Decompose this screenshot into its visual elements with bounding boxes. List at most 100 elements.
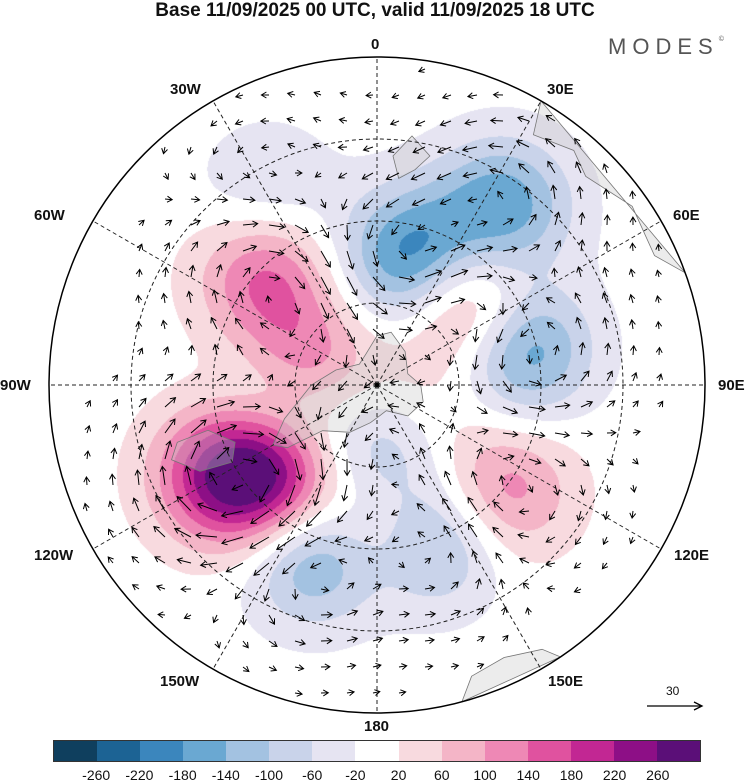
wind-arrow xyxy=(162,266,169,278)
wind-arrow xyxy=(450,297,466,304)
wind-arrow xyxy=(549,510,556,521)
wind-arrow xyxy=(603,240,611,252)
wind-arrow xyxy=(342,354,350,369)
wind-arrow xyxy=(364,118,374,125)
wind-arrow xyxy=(657,400,664,408)
wind-arrow xyxy=(84,424,92,434)
wind-arrow xyxy=(410,172,426,181)
wind-arrow xyxy=(84,399,92,408)
wind-arrow xyxy=(234,588,244,600)
wind-arrow xyxy=(157,611,166,619)
wind-arrow xyxy=(446,354,454,367)
wind-arrow xyxy=(419,422,426,434)
coastlines xyxy=(171,100,686,703)
wind-arrow xyxy=(632,429,641,436)
wind-arrow xyxy=(138,397,147,408)
wind-arrow xyxy=(338,406,348,419)
wind-arrow xyxy=(602,163,609,174)
wind-arrow xyxy=(554,374,568,382)
colorbar-tick-label: 140 xyxy=(516,767,540,783)
wind-arrow xyxy=(136,243,144,252)
wind-arrow xyxy=(155,494,166,512)
wind-arrow xyxy=(268,432,287,444)
colorbar-tick-label: 260 xyxy=(646,767,670,783)
wind-arrow xyxy=(240,614,247,626)
wind-arrow xyxy=(164,219,173,226)
colorbar-tick-label: -260 xyxy=(82,767,111,783)
landmass xyxy=(461,648,562,703)
wind-arrow xyxy=(176,557,192,565)
wind-arrow xyxy=(387,402,400,410)
wind-arrow xyxy=(260,91,269,99)
wind-arrow xyxy=(268,249,285,257)
wind-arrow xyxy=(162,346,170,356)
wind-arrow xyxy=(606,400,616,408)
wind-arrow xyxy=(601,562,609,570)
wind-arrow xyxy=(216,172,223,180)
wind-arrow xyxy=(461,145,478,153)
wind-arrow xyxy=(545,536,556,543)
wind-arrow xyxy=(338,558,348,565)
lon-label-30w: 30W xyxy=(170,81,201,98)
wind-arrow xyxy=(189,172,196,181)
wind-arrow xyxy=(372,583,382,590)
wind-arrow xyxy=(346,636,359,643)
meridian xyxy=(92,384,378,550)
wind-arrow xyxy=(655,243,663,252)
wind-arrow xyxy=(216,399,236,408)
colorbar-tick-label: 20 xyxy=(390,767,407,783)
wind-arrow xyxy=(346,276,358,297)
wind-arrow xyxy=(234,92,244,99)
wind-arrow xyxy=(419,447,426,460)
wind-arrow xyxy=(580,458,590,467)
wind-arrow xyxy=(138,420,146,434)
wind-arrow xyxy=(385,172,400,181)
wind-arrow xyxy=(309,562,322,569)
wind-arrow xyxy=(493,501,504,512)
wind-arrow xyxy=(372,302,388,315)
colorbar-swatch xyxy=(97,741,141,761)
colorbar-swatch xyxy=(484,741,528,761)
wind-arrow xyxy=(411,198,426,206)
wind-arrow xyxy=(111,423,119,434)
wind-arrow xyxy=(364,432,374,442)
landmass xyxy=(171,429,236,472)
wind-arrow xyxy=(436,146,452,154)
wind-arrow xyxy=(574,536,582,546)
wind-arrow xyxy=(525,606,532,616)
wind-arrow xyxy=(164,195,174,203)
wind-arrow xyxy=(339,91,348,98)
wind-arrow xyxy=(450,220,459,228)
meridian xyxy=(376,384,662,550)
wind-arrow xyxy=(424,610,437,618)
wind-arrow xyxy=(390,481,400,489)
wind-arrow xyxy=(289,328,296,338)
wind-arrow xyxy=(343,224,351,242)
wind-arrow xyxy=(286,116,296,124)
wind-arrow xyxy=(160,319,168,330)
wind-arrow xyxy=(320,611,334,619)
wind-arrow xyxy=(604,342,612,356)
wind-arrow xyxy=(630,484,637,494)
reference-vector-arrow xyxy=(647,701,704,711)
wind-arrow xyxy=(176,495,192,512)
colorbar-swatch xyxy=(226,741,270,761)
lon-label-150e: 150E xyxy=(548,673,584,690)
wind-arrow xyxy=(497,190,504,200)
wind-arrow xyxy=(450,663,460,670)
wind-arrow xyxy=(134,469,142,486)
wind-arrow xyxy=(398,689,407,697)
wind-arrow xyxy=(320,586,330,593)
wind-arrow xyxy=(391,536,400,543)
wind-arrow xyxy=(489,167,504,175)
wind-arrow xyxy=(137,347,144,356)
wind-arrow xyxy=(416,503,426,512)
wind-arrow xyxy=(135,268,143,278)
wind-arrow xyxy=(528,213,537,226)
wind-arrow xyxy=(190,195,201,203)
wind-arrow xyxy=(439,120,452,127)
colorbar-tick-label: -100 xyxy=(254,767,284,783)
wind-arrow xyxy=(575,316,582,330)
wind-arrow xyxy=(470,470,478,486)
wind-arrow xyxy=(319,432,327,452)
